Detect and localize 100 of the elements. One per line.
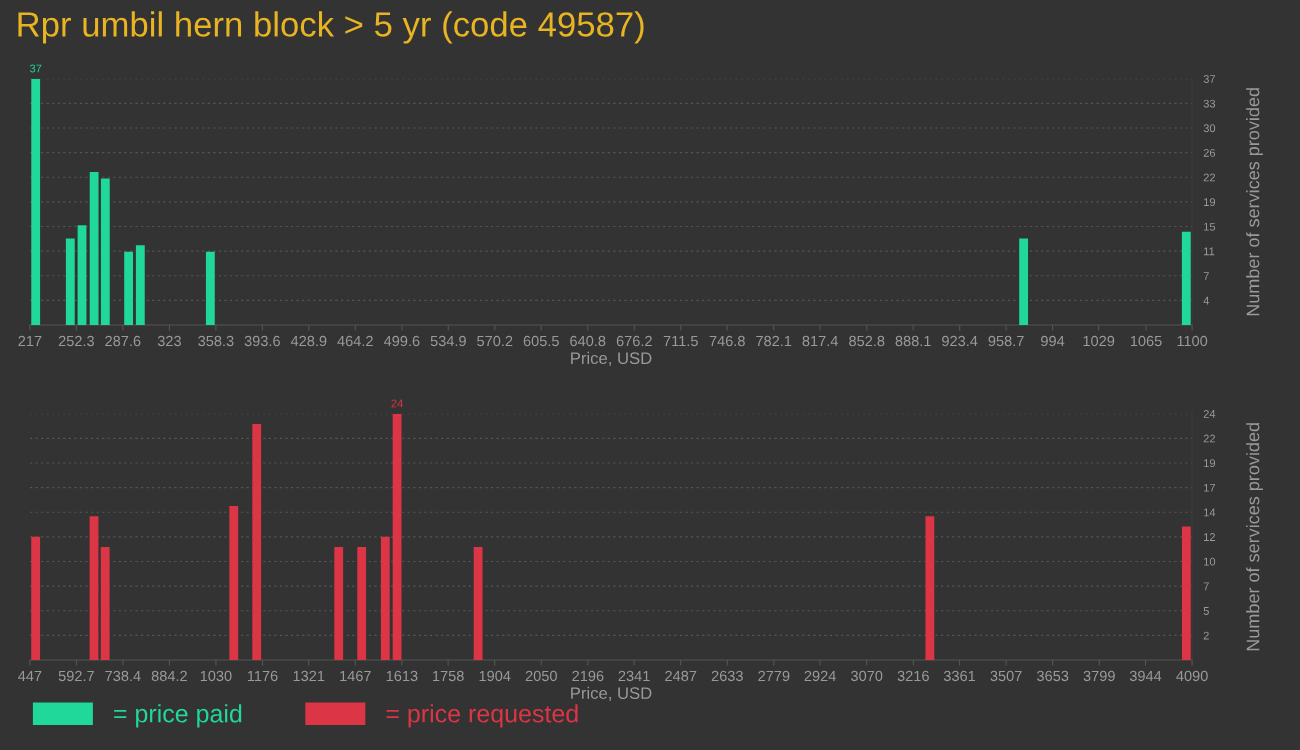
x-tick-label: 3070 [851, 670, 883, 682]
y-tick-label: 14 [1204, 508, 1216, 517]
bar [229, 506, 239, 660]
y-tick-label: 22 [1203, 434, 1216, 443]
y-tick-label: 37 [1203, 75, 1216, 83]
y-tick-label: 5 [1203, 607, 1209, 615]
x-tick-label: 592.7 [58, 670, 94, 682]
x-tick-label: 2196 [572, 670, 604, 682]
chart-title: Rpr umbil hern block > 5 yr (code 49587) [18, 11, 644, 44]
x-tick-label: 994 [1041, 335, 1065, 347]
x-tick-label: 738.4 [105, 670, 141, 682]
x-tick-label: 2633 [711, 670, 743, 682]
bar [205, 251, 215, 326]
x-tick-label: 888.1 [895, 335, 931, 347]
x-tick-label: 1176 [247, 670, 278, 682]
data-label: 37 [29, 64, 42, 73]
y-tick-label: 10 [1204, 557, 1216, 566]
x-tick-label: 3507 [990, 670, 1022, 682]
bar [65, 238, 75, 326]
x-tick-label: 2779 [758, 670, 790, 682]
y-tick-label: 22 [1203, 173, 1216, 182]
x-tick-label: 1758 [433, 670, 464, 682]
y-tick-label: 12 [1204, 533, 1216, 541]
bar [1181, 231, 1191, 326]
x-tick-label: 3799 [1083, 670, 1115, 682]
x-tick-label: 534.9 [430, 335, 466, 347]
data-label: 24 [391, 399, 403, 408]
y-tick-label: 7 [1203, 582, 1209, 591]
x-tick-label: 2341 [618, 670, 650, 682]
x-tick-label: 217 [18, 335, 42, 347]
y-axis-title: Number of services provided [1246, 423, 1263, 651]
x-tick-label: 3361 [943, 670, 976, 682]
legend-label: = price requested [386, 704, 578, 728]
y-tick-label: 19 [1204, 198, 1216, 207]
y-tick-label: 26 [1203, 148, 1216, 157]
x-tick-label: 711.5 [663, 335, 698, 347]
bar [135, 245, 145, 326]
x-tick-label: 746.8 [709, 335, 745, 347]
bar [124, 251, 134, 326]
y-tick-label: 30 [1203, 124, 1216, 133]
x-tick-label: 2924 [804, 670, 836, 682]
x-tick-label: 1030 [200, 670, 232, 682]
x-tick-label: 2050 [525, 670, 557, 682]
bar [100, 547, 110, 660]
bar [1181, 526, 1191, 660]
x-tick-label: 393.6 [244, 335, 280, 347]
y-tick-label: 33 [1203, 99, 1216, 108]
x-tick-label: 287.6 [105, 335, 141, 347]
x-tick-label: 3653 [1037, 670, 1069, 682]
x-tick-label: 782.1 [756, 335, 792, 347]
x-tick-label: 676.2 [616, 335, 652, 347]
bar [89, 516, 99, 660]
x-tick-label: 1613 [386, 670, 418, 682]
y-axis-title: Number of services provided [1246, 88, 1263, 316]
x-tick-label: 464.2 [337, 335, 373, 347]
x-tick-label: 923.4 [942, 335, 978, 347]
x-tick-label: 4090 [1176, 670, 1208, 682]
x-tick-label: 3944 [1129, 670, 1162, 682]
bar [392, 413, 402, 660]
x-tick-label: 3216 [897, 670, 929, 682]
bar [334, 547, 344, 660]
x-tick-label: 1467 [340, 670, 371, 682]
x-tick-label: 1100 [1177, 335, 1208, 347]
x-tick-label: 1065 [1130, 335, 1162, 347]
y-tick-label: 19 [1204, 459, 1216, 468]
x-tick-label: 323 [157, 335, 181, 347]
x-tick-label: 1029 [1083, 335, 1115, 347]
y-tick-label: 24 [1203, 409, 1216, 418]
x-tick-label: 817.4 [802, 335, 838, 347]
x-tick-label: 884.2 [151, 670, 187, 682]
x-tick-label: 447 [18, 670, 42, 681]
bar [89, 171, 99, 326]
x-tick-label: 570.2 [477, 335, 513, 347]
x-tick-label: 1904 [479, 670, 511, 682]
y-tick-label: 4 [1203, 296, 1210, 305]
y-tick-label: 15 [1204, 222, 1216, 231]
x-axis-title: Price, USD [571, 686, 652, 701]
x-tick-label: 852.8 [849, 335, 885, 347]
bar [925, 516, 935, 660]
bar [357, 547, 367, 660]
bar [31, 78, 41, 326]
bar [31, 536, 41, 660]
x-tick-label: 252.3 [58, 335, 94, 347]
bar [252, 423, 262, 660]
y-tick-label: 11 [1204, 247, 1215, 256]
y-tick-label: 17 [1204, 483, 1216, 492]
x-tick-label: 499.6 [383, 335, 420, 347]
x-tick-label: 605.5 [523, 335, 559, 347]
x-tick-label: 2487 [665, 670, 697, 682]
x-axis-title: Price, USD [571, 351, 652, 367]
x-tick-label: 640.8 [570, 335, 606, 347]
y-tick-label: 7 [1203, 272, 1209, 280]
bar [473, 547, 483, 660]
x-tick-label: 1321 [293, 670, 325, 682]
bar [77, 225, 87, 326]
legend-label: = price paid [114, 704, 242, 728]
x-tick-label: 958.7 [988, 335, 1024, 347]
y-tick-label: 2 [1203, 631, 1209, 640]
x-tick-label: 428.9 [290, 335, 327, 347]
bar [380, 536, 390, 660]
